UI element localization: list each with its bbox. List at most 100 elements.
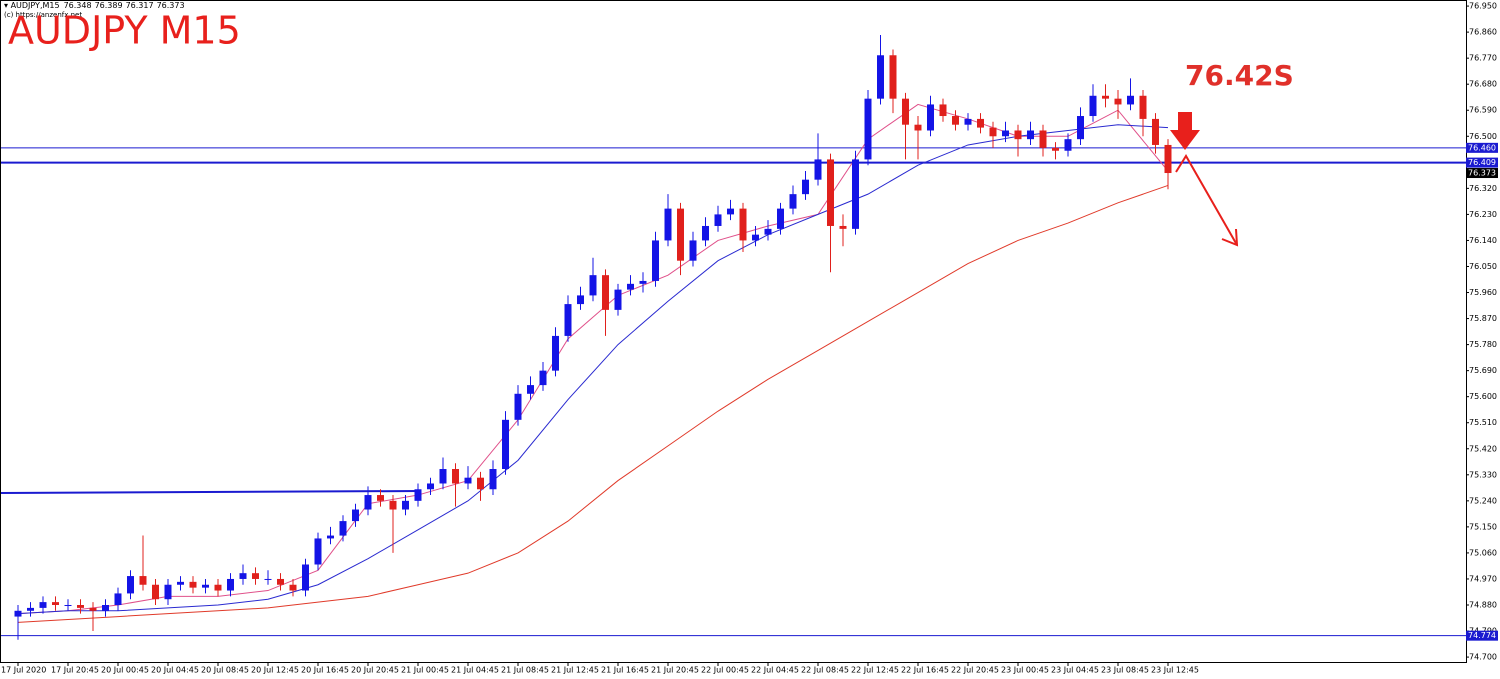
candle-body xyxy=(439,469,447,484)
y-tick-label: 74.700 xyxy=(1469,653,1497,662)
x-tick-label: 22 Jul 20:45 xyxy=(951,666,999,675)
projection-arrow-head xyxy=(1221,228,1239,247)
candle-body xyxy=(489,469,497,490)
candle-body xyxy=(652,240,659,281)
level-price-box xyxy=(1466,157,1498,168)
y-tick-label: 75.240 xyxy=(1469,496,1497,505)
candle-body xyxy=(1152,118,1159,145)
y-tick-label: 75.150 xyxy=(1469,522,1497,531)
moving-average xyxy=(17,184,1169,623)
level-price-box xyxy=(1466,630,1498,641)
ohlc-open: 76.348 xyxy=(64,1,92,10)
x-tick-label: 20 Jul 00:45 xyxy=(101,666,149,675)
x-tick-label: 21 Jul 20:45 xyxy=(651,666,699,675)
y-tick-label: 76.320 xyxy=(1469,184,1497,193)
candle-body xyxy=(602,275,609,310)
x-tick-label: 22 Jul 08:45 xyxy=(801,666,849,675)
candle-body xyxy=(539,370,547,386)
candle-body xyxy=(377,495,384,501)
candle-body xyxy=(64,605,72,607)
annotation: 76.42S xyxy=(1185,59,1294,92)
candle-body xyxy=(852,159,859,229)
candle-body xyxy=(214,584,222,591)
candle-body xyxy=(314,538,322,565)
level-price-label: 76.409 xyxy=(1468,158,1496,167)
candle-body xyxy=(914,124,922,131)
candle-body xyxy=(427,483,434,490)
candle-body xyxy=(777,208,784,229)
candle-body xyxy=(627,283,634,290)
x-tick-label: 17 Jul 2020 xyxy=(1,666,46,675)
y-tick-label: 74.880 xyxy=(1469,601,1497,610)
candle-body xyxy=(302,564,309,591)
x-tick-label: 20 Jul 20:45 xyxy=(351,666,399,675)
candle-body xyxy=(352,509,359,522)
candle-body xyxy=(514,393,522,420)
candle-body xyxy=(639,280,647,284)
header-arrow: ▾ xyxy=(4,1,11,10)
candle-body xyxy=(252,573,259,579)
x-tick-label: 22 Jul 04:45 xyxy=(751,666,799,675)
candle-body xyxy=(1014,130,1022,140)
y-tick-label: 75.690 xyxy=(1469,366,1497,375)
x-tick-label: 21 Jul 08:45 xyxy=(501,666,549,675)
candle-body xyxy=(414,489,422,501)
x-tick-label: 22 Jul 12:45 xyxy=(851,666,899,675)
candle-body xyxy=(189,581,197,588)
candle-body xyxy=(927,104,934,131)
candle-body xyxy=(127,576,134,594)
candle-body xyxy=(1039,130,1047,148)
candle-body xyxy=(277,578,284,585)
x-tick-label: 20 Jul 08:45 xyxy=(201,666,249,675)
y-tick-label: 74.970 xyxy=(1469,574,1497,583)
candle-body xyxy=(152,584,159,600)
y-tick-label: 75.060 xyxy=(1469,548,1497,557)
candle-body xyxy=(1052,147,1059,151)
candle-body xyxy=(877,55,884,99)
candle-body xyxy=(27,607,34,611)
candle-body xyxy=(77,605,84,608)
x-tick-label: 23 Jul 04:45 xyxy=(1051,666,1099,675)
copyright: (c) https://anzenfx.net xyxy=(4,11,82,19)
candle-body xyxy=(164,584,172,600)
candle-body xyxy=(1064,139,1072,151)
candle-body xyxy=(477,477,484,490)
level-price-label: 74.774 xyxy=(1468,631,1496,640)
candle-body xyxy=(902,98,909,125)
candle-body xyxy=(1002,130,1009,137)
chart-title: AUDJPY M15 xyxy=(8,9,241,53)
x-tick-label: 21 Jul 04:45 xyxy=(451,666,499,675)
x-tick-label: 20 Jul 12:45 xyxy=(251,666,299,675)
header: ▾ AUDJPY,M15 76.348 76.389 76.317 76.373 xyxy=(4,1,185,10)
y-tick-label: 75.870 xyxy=(1469,314,1497,323)
level-price-box xyxy=(1466,142,1498,153)
candle-body xyxy=(714,214,722,226)
plot-area xyxy=(0,35,1466,640)
y-tick-label: 75.780 xyxy=(1469,340,1497,349)
candle-body xyxy=(827,159,834,226)
current-price-label: 76.373 xyxy=(1468,169,1496,178)
symbol: AUDJPY,M15 xyxy=(11,1,60,10)
y-tick-label: 76.050 xyxy=(1469,262,1497,271)
candle-body xyxy=(677,208,684,261)
candle-body xyxy=(339,521,347,536)
sell-arrow xyxy=(1170,112,1200,150)
candle-body xyxy=(752,234,759,241)
candle-body xyxy=(564,304,572,336)
candle-body xyxy=(802,179,809,195)
candle-body xyxy=(177,581,184,585)
candle-body xyxy=(1077,116,1084,140)
moving-average xyxy=(17,124,1169,615)
trend-line xyxy=(0,490,421,495)
x-tick-label: 22 Jul 00:45 xyxy=(701,666,749,675)
candle-body xyxy=(952,116,959,125)
candle-body xyxy=(552,335,559,371)
candle-body xyxy=(364,495,372,510)
x-tick-label: 23 Jul 08:45 xyxy=(1101,666,1149,675)
candle-body xyxy=(864,98,872,160)
candle-body xyxy=(739,208,747,241)
y-tick-label: 76.680 xyxy=(1469,80,1497,89)
candle-body xyxy=(1102,95,1109,99)
